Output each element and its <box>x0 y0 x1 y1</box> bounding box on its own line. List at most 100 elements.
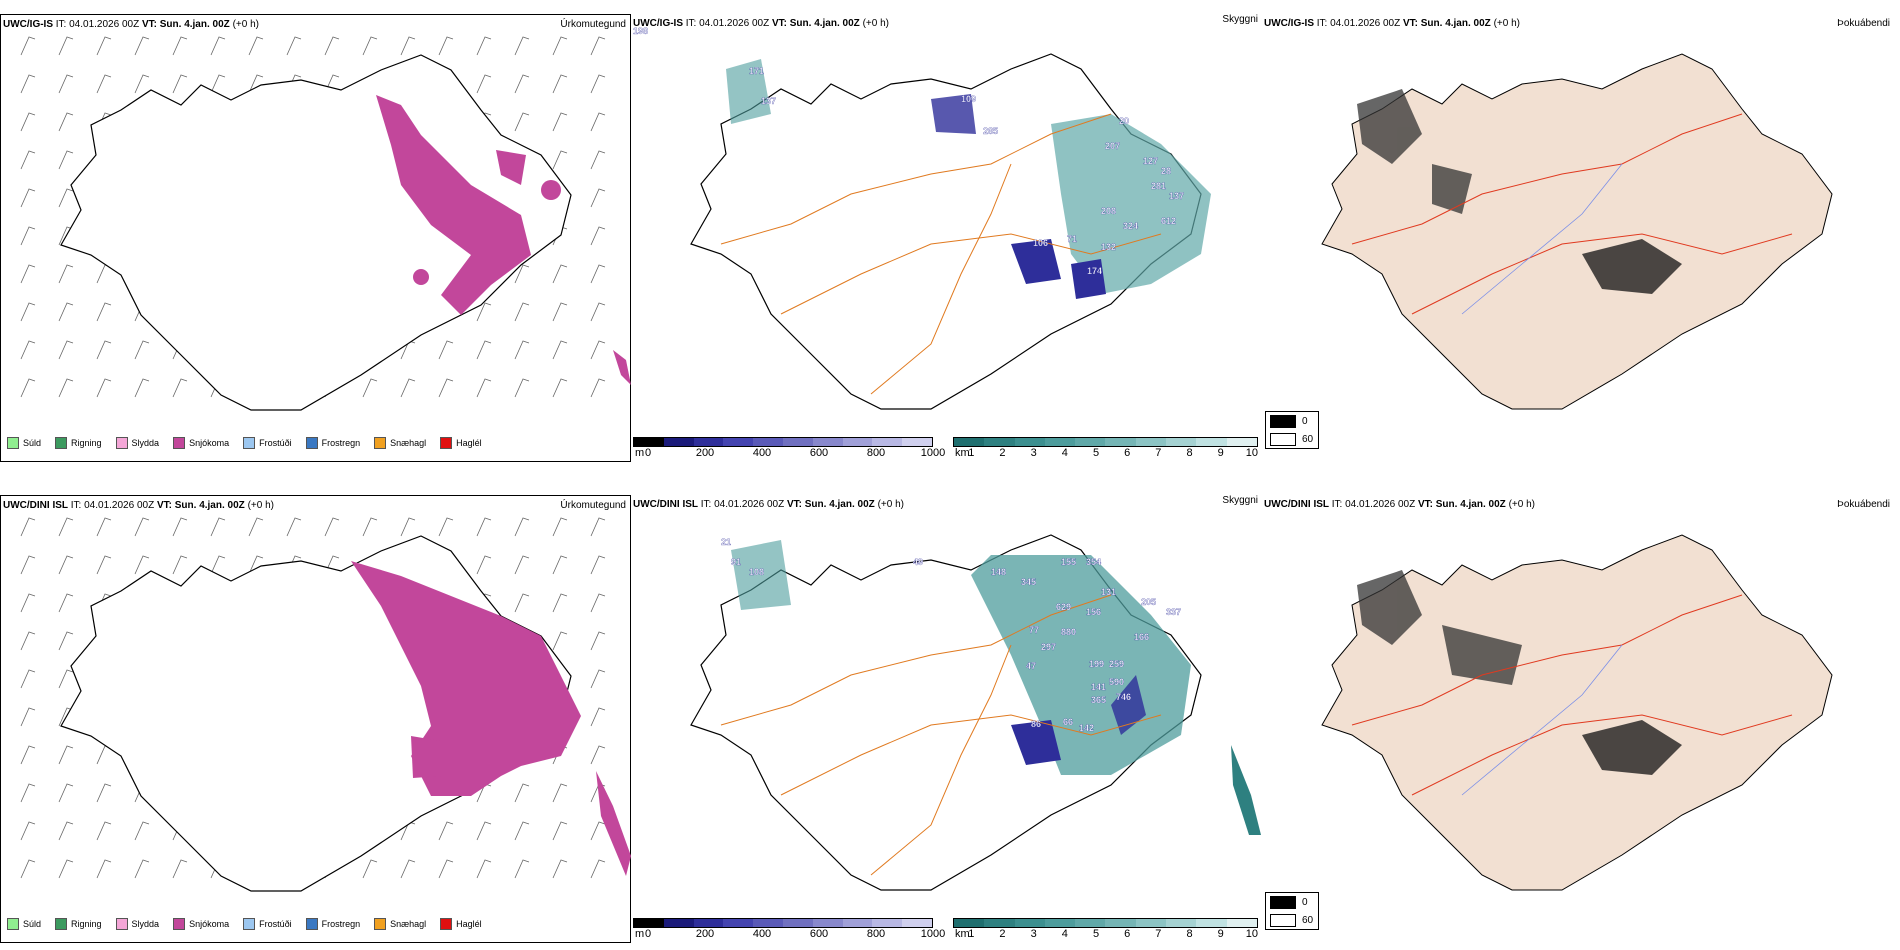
wind-barb <box>96 783 112 803</box>
wind-barb <box>590 36 606 56</box>
legend-swatch <box>305 437 318 449</box>
cloud-base-label: 746 <box>1116 692 1131 702</box>
wind-barb <box>58 74 74 94</box>
panel-top-mid-visibility: UWC/IG-IS IT: 04.01.2026 00Z VT: Sun. 4.… <box>631 14 1262 462</box>
fog-swatch <box>1270 895 1296 909</box>
wind-barb <box>58 783 74 803</box>
wind-barb <box>172 555 188 575</box>
colorbar-tick: 0 <box>644 447 652 459</box>
wind-barb <box>134 517 150 537</box>
colorbar-tick: 0 <box>644 928 652 940</box>
colorbar-segment <box>842 919 873 927</box>
snow-area-offshore <box>596 771 631 876</box>
legend-swatch <box>55 918 68 930</box>
wind-barb <box>552 631 568 651</box>
wind-barb <box>58 378 74 398</box>
wind-barb <box>324 517 340 537</box>
wind-barb <box>20 150 36 170</box>
colorbar-segment <box>723 438 754 446</box>
colorbar-segment <box>954 919 985 927</box>
legend-label: Snæhagl <box>390 438 427 448</box>
colorbar-tick: 9 <box>1217 928 1224 940</box>
cloud-base-label: 155 <box>1061 557 1076 567</box>
wind-barb <box>134 340 150 360</box>
legend-label: Frostúði <box>259 919 292 929</box>
colorbar-tick: 4 <box>1061 928 1068 940</box>
legend-label: Frostúði <box>259 438 292 448</box>
wind-barb <box>476 378 492 398</box>
wind-barb <box>210 36 226 56</box>
wind-barb <box>58 340 74 360</box>
legend-item: Slydda <box>115 437 159 449</box>
colorbar-segment <box>782 438 813 446</box>
legend-item: Slydda <box>115 918 159 930</box>
wind-barb <box>552 378 568 398</box>
legend-swatch <box>7 918 19 930</box>
legend-swatch <box>243 437 256 449</box>
legend-swatch <box>374 437 387 449</box>
wind-barb <box>552 517 568 537</box>
colorbar-segment <box>1014 919 1045 927</box>
colorbar-segment <box>842 438 873 446</box>
colorbar-segment <box>872 919 903 927</box>
cloud-base-label: 612 <box>1161 216 1176 226</box>
wind-barb <box>476 821 492 841</box>
wind-barb <box>476 517 492 537</box>
colorbar-tick: 8 <box>1186 447 1193 459</box>
visibility-unit: km <box>955 928 970 940</box>
panel-top-right-fog: UWC/IG-IS IT: 04.01.2026 00Z VT: Sun. 4.… <box>1262 14 1894 462</box>
cloud-base-label: 281 <box>1151 181 1166 191</box>
colorbar-tick: 4 <box>1061 447 1068 459</box>
wind-barb <box>20 707 36 727</box>
snow-area <box>351 561 581 796</box>
wind-barb <box>20 859 36 879</box>
cloud-base-label: 365 <box>1091 695 1106 705</box>
wind-barb <box>362 859 378 879</box>
colorbar-tick: 200 <box>695 447 715 459</box>
colorbar-tick: 3 <box>1030 928 1037 940</box>
wind-barb <box>438 340 454 360</box>
colorbar-segment <box>753 919 783 927</box>
cloud-base-label: 47 <box>1026 661 1036 671</box>
wind-barb <box>514 859 530 879</box>
wind-barb <box>58 302 74 322</box>
iceland-map <box>1321 53 1833 410</box>
legend-swatch <box>440 437 453 449</box>
legend-swatch <box>115 437 128 449</box>
wind-barb <box>20 593 36 613</box>
legend-swatch <box>440 918 453 930</box>
cloud-base-label: 141 <box>1091 682 1106 692</box>
colorbar-tick: 7 <box>1155 928 1162 940</box>
wind-barb <box>20 188 36 208</box>
precip-legend: Súld Rigning Slydda Snjókoma Frostúði Frostre… <box>7 437 496 449</box>
visibility-areas <box>726 59 1211 299</box>
cloud-base-label: 174 <box>1087 266 1102 276</box>
wind-barb <box>96 340 112 360</box>
wind-barb <box>134 555 150 575</box>
legend-swatch <box>115 918 128 930</box>
legend-label: Snjókoma <box>189 438 230 448</box>
legend-swatch <box>374 918 387 930</box>
wind-barb <box>96 378 112 398</box>
colorbar-segment <box>663 919 694 927</box>
wind-barb <box>590 150 606 170</box>
wind-barb <box>96 745 112 765</box>
roads <box>720 113 1162 395</box>
fog-value: 0 <box>1302 896 1308 908</box>
wind-barb <box>400 517 416 537</box>
wind-barb <box>20 264 36 284</box>
wind-barb <box>20 669 36 689</box>
fog-legend: 0 60 <box>1265 411 1319 449</box>
cloud-base-label: 207 <box>1105 141 1120 151</box>
wind-barb <box>552 302 568 322</box>
colorbar-tick: 10 <box>1245 447 1259 459</box>
cloud-base-label: 132 <box>1101 242 1116 252</box>
colorbar-segment <box>1075 438 1106 446</box>
wind-barb <box>58 555 74 575</box>
legend-item: Frostúði <box>243 437 292 449</box>
panel-bot-right-fog: UWC/DINI ISL IT: 04.01.2026 00Z VT: Sun.… <box>1262 495 1894 943</box>
colorbar-segment <box>1044 438 1076 446</box>
cloud-base-label: 21 <box>721 537 731 547</box>
wind-barb <box>58 745 74 765</box>
